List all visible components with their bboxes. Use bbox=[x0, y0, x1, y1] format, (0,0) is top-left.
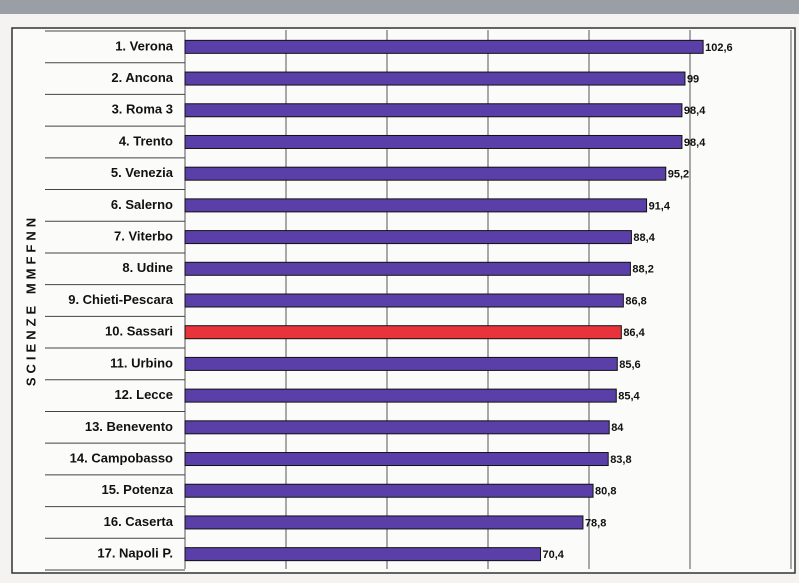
category-label: 7. Viterbo bbox=[114, 229, 173, 244]
bar bbox=[184, 261, 631, 276]
bar bbox=[184, 325, 622, 340]
y-axis-label: SCIENZE MMFFNN bbox=[23, 214, 38, 386]
bar bbox=[184, 103, 683, 118]
bar bbox=[184, 134, 683, 149]
category-label: 15. Potenza bbox=[101, 482, 173, 497]
value-label: 85,6 bbox=[619, 359, 640, 371]
bar bbox=[184, 452, 609, 467]
value-label: 70,4 bbox=[543, 549, 565, 561]
bar bbox=[184, 388, 617, 403]
category-label: 6. Salerno bbox=[111, 197, 173, 212]
category-label: 8. Udine bbox=[122, 260, 173, 275]
value-label: 83,8 bbox=[610, 454, 631, 466]
value-label: 98,4 bbox=[684, 137, 706, 149]
category-label: 2. Ancona bbox=[111, 70, 173, 85]
category-label: 13. Benevento bbox=[85, 419, 173, 434]
value-label: 91,4 bbox=[649, 200, 671, 212]
bar bbox=[184, 420, 610, 435]
value-label: 86,8 bbox=[625, 295, 646, 307]
value-label: 98,4 bbox=[684, 105, 706, 117]
category-label: 1. Verona bbox=[115, 38, 174, 53]
bar bbox=[184, 356, 618, 371]
category-label: 17. Napoli P. bbox=[97, 546, 173, 561]
bar bbox=[184, 230, 632, 245]
bar bbox=[184, 71, 686, 86]
bar bbox=[184, 198, 648, 213]
bar bbox=[184, 293, 624, 308]
category-label: 4. Trento bbox=[119, 133, 173, 148]
value-label: 84 bbox=[611, 422, 624, 434]
value-label: 99 bbox=[687, 73, 699, 85]
value-label: 78,8 bbox=[585, 517, 606, 529]
category-label: 16. Caserta bbox=[104, 514, 174, 529]
bar bbox=[184, 166, 667, 181]
category-label: 3. Roma 3 bbox=[112, 102, 173, 117]
value-label: 85,4 bbox=[618, 391, 640, 403]
category-label: 10. Sassari bbox=[105, 324, 173, 339]
value-label: 95,2 bbox=[668, 169, 689, 181]
bar bbox=[184, 483, 594, 498]
value-label: 102,6 bbox=[705, 42, 733, 54]
value-label: 88,2 bbox=[632, 264, 653, 276]
value-label: 86,4 bbox=[623, 327, 645, 339]
value-label: 88,4 bbox=[633, 232, 655, 244]
category-label: 14. Campobasso bbox=[70, 450, 173, 465]
category-label: 9. Chieti-Pescara bbox=[68, 292, 174, 307]
category-label: 11. Urbino bbox=[110, 355, 173, 370]
bar bbox=[184, 39, 704, 54]
bar bbox=[184, 515, 584, 530]
value-label: 80,8 bbox=[595, 486, 616, 498]
category-label: 12. Lecce bbox=[114, 387, 173, 402]
top-strip bbox=[0, 0, 799, 14]
category-label: 5. Venezia bbox=[111, 165, 174, 180]
bar bbox=[184, 547, 542, 562]
